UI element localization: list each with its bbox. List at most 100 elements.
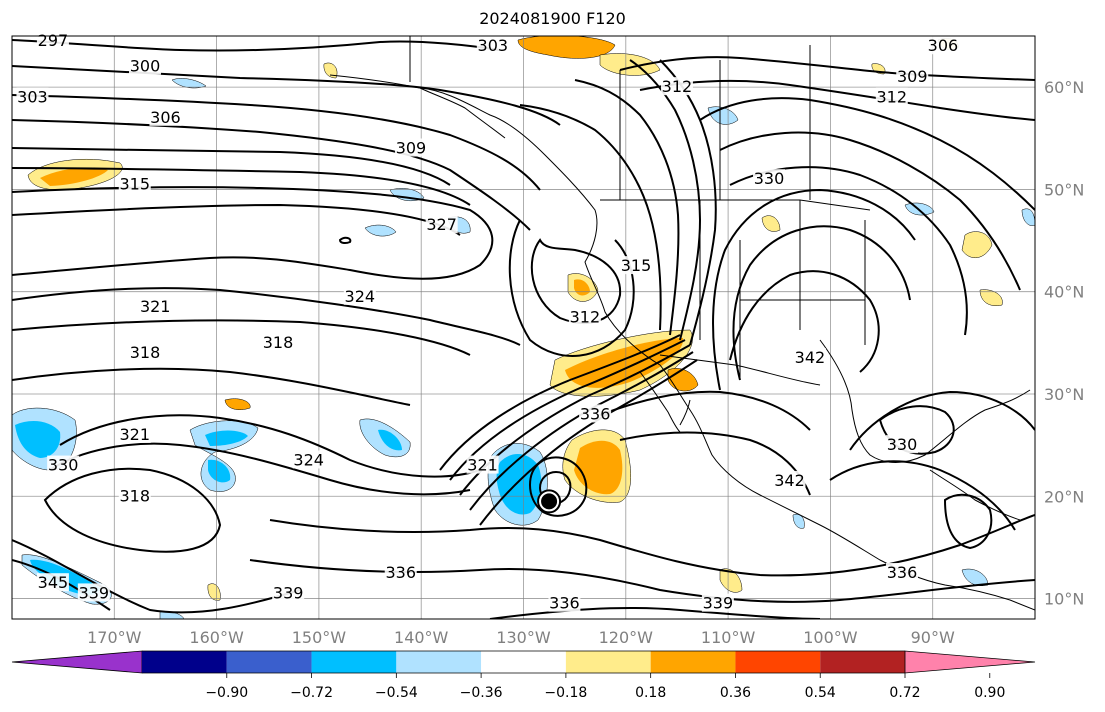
contour-line [528, 456, 588, 517]
negative-anomaly-area [15, 420, 61, 458]
colorbar-segment [481, 651, 566, 673]
contour-line [619, 56, 1035, 81]
contour-label-background [793, 348, 826, 367]
contour-label: 306 [150, 108, 181, 127]
latitude-tick-label: 50°N [1044, 180, 1084, 199]
coastlines [329, 36, 1035, 611]
contour-line [729, 166, 968, 336]
negative-anomaly-area [205, 430, 248, 446]
longitude-tick-label: 170°W [87, 628, 142, 647]
latitude-tick-label: 30°N [1044, 385, 1084, 404]
contour-label: 303 [17, 87, 48, 106]
contour-label-background [47, 455, 80, 474]
plot-title: 2024081900 F120 [479, 9, 626, 28]
contour-label-background [568, 307, 601, 326]
contour-label-background [118, 174, 151, 193]
contour-line [712, 188, 916, 391]
contour-label-background [660, 77, 693, 96]
negative-anomaly-area [1021, 208, 1035, 226]
contour-label: 318 [119, 486, 150, 505]
contour-line [439, 334, 681, 471]
contour-line [12, 367, 411, 406]
positive-anomaly-area [565, 338, 684, 388]
longitude-tick-label: 110°W [701, 628, 756, 647]
positive-anomaly-area [667, 368, 699, 392]
contour-line [12, 287, 521, 346]
contour-label: 345 [38, 573, 69, 592]
contour-label-background [701, 593, 734, 612]
negative-anomaly-area [171, 78, 207, 89]
contour-line [829, 460, 1016, 531]
contour-label: 321 [119, 425, 150, 444]
contour-label: 327 [426, 215, 457, 234]
contour-line [12, 186, 494, 280]
contour-label: 318 [263, 333, 294, 352]
positive-anomaly-area [719, 568, 743, 593]
contour-label: 321 [467, 456, 498, 475]
contour-label: 342 [795, 348, 826, 367]
contour-label-background [548, 593, 581, 612]
contour-line [449, 339, 686, 481]
longitude-tick-label: 150°W [292, 628, 347, 647]
contour-line [12, 119, 531, 231]
longitude-tick-label: 100°W [803, 628, 858, 647]
contour-label: 336 [385, 563, 416, 582]
latitude-tick-label: 60°N [1044, 78, 1084, 97]
contour-label-background [261, 332, 294, 351]
storm-marker [537, 489, 562, 514]
latitude-tick-label: 10°N [1044, 590, 1084, 609]
contour-label-background [118, 486, 151, 505]
contour-label-background [620, 256, 653, 275]
positive-anomaly-area [961, 231, 993, 258]
contour-line [59, 414, 481, 478]
contour-label-background [875, 87, 908, 106]
colorbar-segment [735, 651, 821, 673]
contour-line [629, 59, 702, 341]
storm-marker-dot [541, 493, 558, 510]
contour-line [338, 236, 352, 245]
positive-anomaly-area [599, 53, 661, 76]
colorbar-segment [820, 651, 905, 673]
contour-line [489, 607, 821, 619]
contour-label: 336 [549, 594, 580, 613]
latitude-axis: 60°N 50°N 40°N 30°N 20°N 10°N [1044, 78, 1084, 608]
contour-line [732, 225, 911, 381]
colorbar-segment [650, 651, 736, 673]
colorbar-segment [396, 651, 482, 673]
contour-line [12, 94, 541, 191]
contour-label: 324 [345, 287, 376, 306]
contour-line [12, 539, 301, 614]
contour-label-background [343, 286, 376, 305]
contour-label: 339 [79, 583, 110, 602]
colorbar-extend-min [11, 650, 143, 674]
contour-line [659, 59, 717, 346]
contour-label-background [886, 435, 919, 454]
contour-label-background [773, 470, 806, 489]
colorbar-tick-label: −0.36 [460, 685, 503, 701]
contour-label-background [384, 562, 417, 581]
contour-line [12, 39, 501, 52]
contour-label: 336 [580, 404, 611, 423]
contour-label-background [476, 36, 509, 55]
latitude-tick-label: 20°N [1044, 487, 1084, 506]
us-canada-border [600, 199, 871, 211]
contour-line [729, 270, 880, 373]
contour-line [49, 442, 471, 496]
contour-label: 315 [119, 174, 150, 193]
negative-anomaly-area [208, 459, 231, 483]
longitude-tick-label: 140°W [394, 628, 449, 647]
contour-label: 297 [38, 31, 69, 50]
colorbar: −0.90 −0.72 −0.54 −0.36 −0.18 0.18 0.36 0.54 0.7… [11, 650, 1036, 701]
contour-label-background [579, 404, 612, 423]
colorbar-segment [311, 651, 397, 673]
colorbar-tick-label: 0.36 [720, 685, 751, 701]
contour-line [12, 203, 461, 236]
positive-anomaly-area [323, 62, 338, 79]
contour-label-background [466, 455, 499, 474]
contour-label: 315 [621, 256, 652, 275]
contour-label: 339 [703, 594, 734, 613]
negative-anomaly-area [961, 568, 989, 586]
yucatan-coastline [929, 469, 1021, 521]
contour-line [12, 319, 471, 356]
